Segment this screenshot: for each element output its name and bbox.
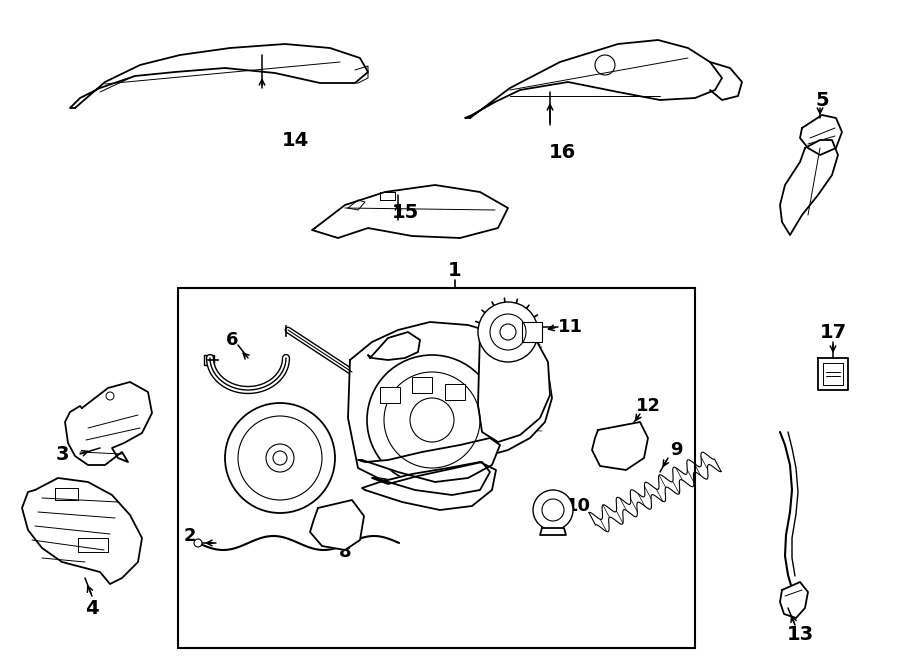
Circle shape — [266, 444, 294, 472]
Circle shape — [533, 490, 573, 530]
Bar — [522, 322, 542, 342]
Circle shape — [478, 302, 538, 362]
Text: 10: 10 — [565, 497, 590, 515]
Polygon shape — [465, 40, 722, 118]
Text: 6: 6 — [226, 331, 239, 349]
Bar — [445, 384, 465, 400]
Polygon shape — [362, 462, 496, 510]
Polygon shape — [310, 500, 364, 550]
Bar — [380, 387, 400, 403]
Circle shape — [194, 539, 202, 547]
Circle shape — [367, 355, 497, 485]
Polygon shape — [592, 422, 648, 470]
Bar — [178, 288, 695, 648]
Polygon shape — [372, 462, 490, 495]
Text: 15: 15 — [392, 202, 418, 221]
Polygon shape — [70, 44, 368, 108]
Text: 12: 12 — [635, 397, 661, 415]
Circle shape — [225, 403, 335, 513]
Text: 14: 14 — [282, 130, 309, 149]
Polygon shape — [358, 438, 500, 482]
Text: 4: 4 — [86, 598, 99, 617]
Polygon shape — [818, 358, 848, 390]
Polygon shape — [710, 62, 742, 100]
Polygon shape — [312, 185, 508, 238]
Bar — [412, 377, 432, 393]
Polygon shape — [540, 528, 566, 535]
Polygon shape — [368, 332, 420, 360]
Polygon shape — [780, 140, 838, 235]
Polygon shape — [348, 322, 552, 482]
Polygon shape — [780, 582, 808, 618]
Text: 5: 5 — [815, 91, 829, 110]
Text: 1: 1 — [448, 260, 462, 280]
Text: 2: 2 — [184, 527, 196, 545]
Text: 16: 16 — [548, 143, 576, 161]
Text: 8: 8 — [338, 543, 351, 561]
Text: 13: 13 — [787, 625, 814, 644]
Circle shape — [410, 398, 454, 442]
Text: 17: 17 — [819, 323, 847, 342]
Text: 7: 7 — [242, 415, 254, 433]
Text: 11: 11 — [557, 318, 582, 336]
Text: 3: 3 — [55, 446, 68, 465]
Polygon shape — [65, 382, 152, 465]
Polygon shape — [22, 478, 142, 584]
Polygon shape — [478, 322, 550, 442]
Text: 9: 9 — [670, 441, 682, 459]
Polygon shape — [800, 115, 842, 155]
